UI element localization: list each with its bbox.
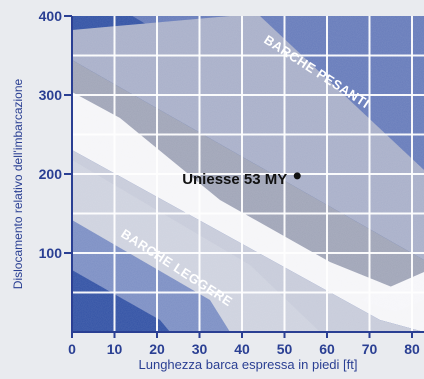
x-tick-label: 40 xyxy=(234,341,250,357)
x-tick-label: 30 xyxy=(192,341,208,357)
grid xyxy=(72,16,424,332)
y-tick-label: 400 xyxy=(39,8,63,24)
y-tick-label: 100 xyxy=(39,245,63,261)
y-ticks: 100 200 300 400 xyxy=(39,8,72,261)
region-bands xyxy=(72,16,424,332)
y-tick-label: 300 xyxy=(39,87,63,103)
x-tick-label: 10 xyxy=(107,341,123,357)
x-ticks: 0 10 20 30 40 50 60 70 80 xyxy=(68,332,420,357)
data-point-label: Uniesse 53 MY xyxy=(182,171,287,188)
x-tick-label: 70 xyxy=(362,341,378,357)
x-tick-label: 80 xyxy=(404,341,420,357)
x-tick-label: 50 xyxy=(277,341,293,357)
x-tick-label: 60 xyxy=(319,341,335,357)
x-axis-title: Lunghezza barca espressa in piedi [ft] xyxy=(139,357,358,372)
points: Uniesse 53 MY xyxy=(182,171,301,188)
y-tick-label: 200 xyxy=(39,166,63,182)
y-axis-title: Dislocamento relativo dell'imbarcazione xyxy=(11,78,25,289)
x-tick-label: 0 xyxy=(68,341,76,357)
x-tick-label: 20 xyxy=(149,341,165,357)
data-point xyxy=(293,172,301,180)
